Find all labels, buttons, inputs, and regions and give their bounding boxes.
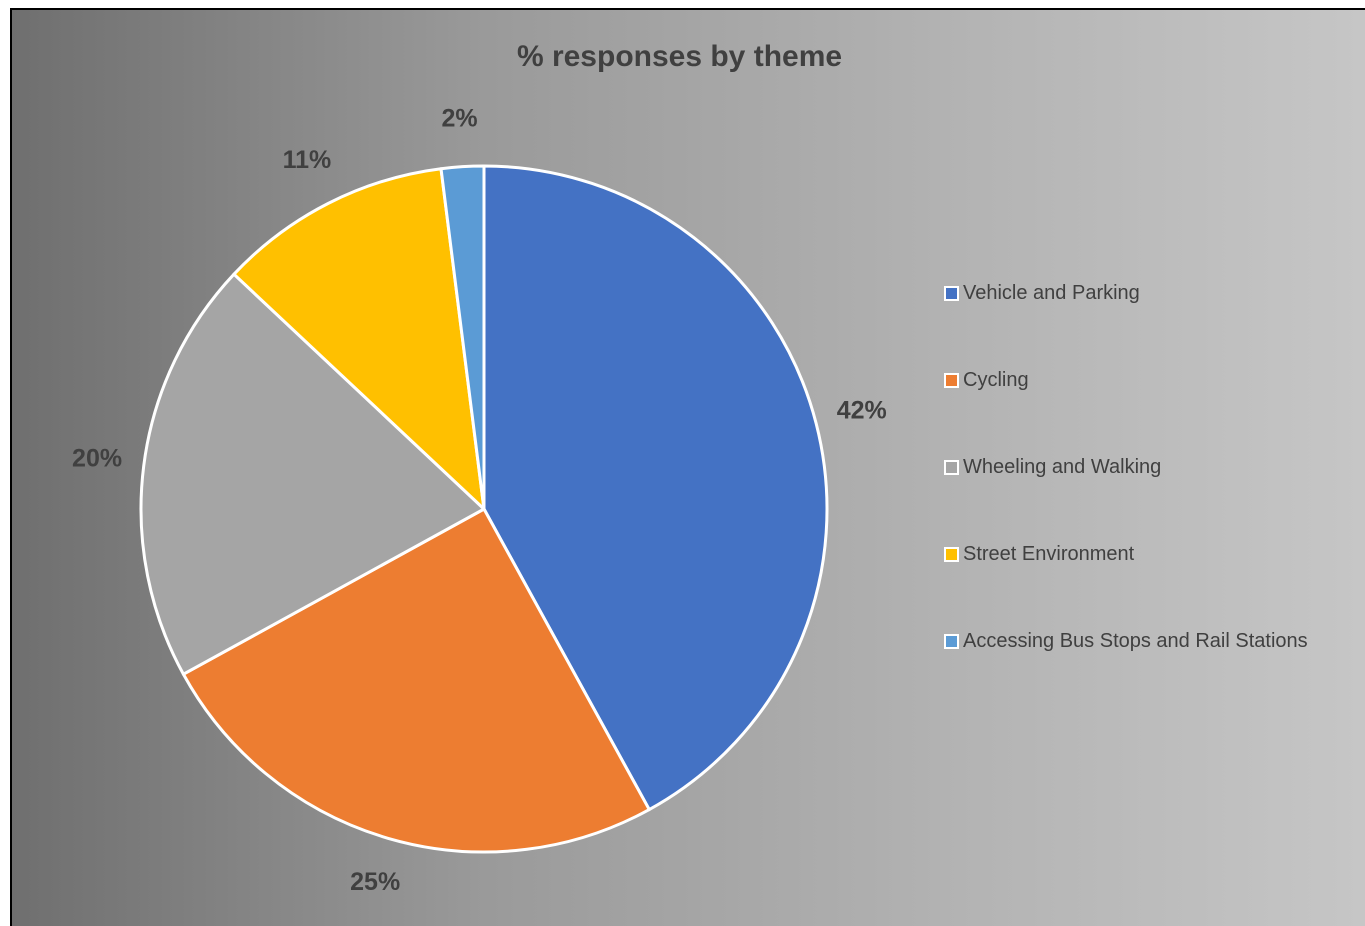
legend-label: Wheeling and Walking — [963, 456, 1162, 478]
legend-item: Wheeling and Walking — [944, 454, 1364, 481]
pie-slice-accessing-bus-stops-and-rail-stations — [439, 164, 486, 511]
legend-item: Cycling — [944, 367, 1364, 394]
pie-slice-wheeling-and-walking — [139, 272, 486, 676]
pie-chart: 42% 25% 20% 11% 2% — [72, 104, 887, 896]
data-label: 20% — [72, 445, 122, 473]
legend-label: Accessing Bus Stops and Rail Stations — [963, 630, 1308, 652]
legend-item: Street Environment — [944, 541, 1364, 568]
legend-swatch — [944, 373, 959, 388]
legend-label: Cycling — [963, 369, 1029, 391]
data-label: 2% — [441, 104, 477, 132]
chart-area: % responses by theme 42% 25% 20% 11% 2% Vehi… — [10, 8, 1365, 926]
legend-item: Accessing Bus Stops and Rail Stations — [944, 628, 1364, 655]
pie-slice-vehicle-and-parking — [482, 164, 829, 812]
pie-slice-street-environment — [232, 167, 486, 511]
legend-swatch — [944, 460, 959, 475]
legend: Vehicle and Parking Cycling Wheeling and… — [944, 280, 1364, 715]
data-label: 11% — [283, 146, 332, 174]
legend-swatch — [944, 634, 959, 649]
legend-swatch — [944, 547, 959, 562]
data-label: 42% — [837, 397, 887, 425]
legend-swatch — [944, 286, 959, 301]
data-label: 25% — [350, 868, 400, 896]
chart-title: % responses by theme — [516, 40, 843, 73]
legend-label: Street Environment — [963, 543, 1135, 565]
pie-slice-cycling — [181, 507, 651, 854]
legend-item: Vehicle and Parking — [944, 280, 1364, 307]
legend-label: Vehicle and Parking — [963, 282, 1140, 304]
